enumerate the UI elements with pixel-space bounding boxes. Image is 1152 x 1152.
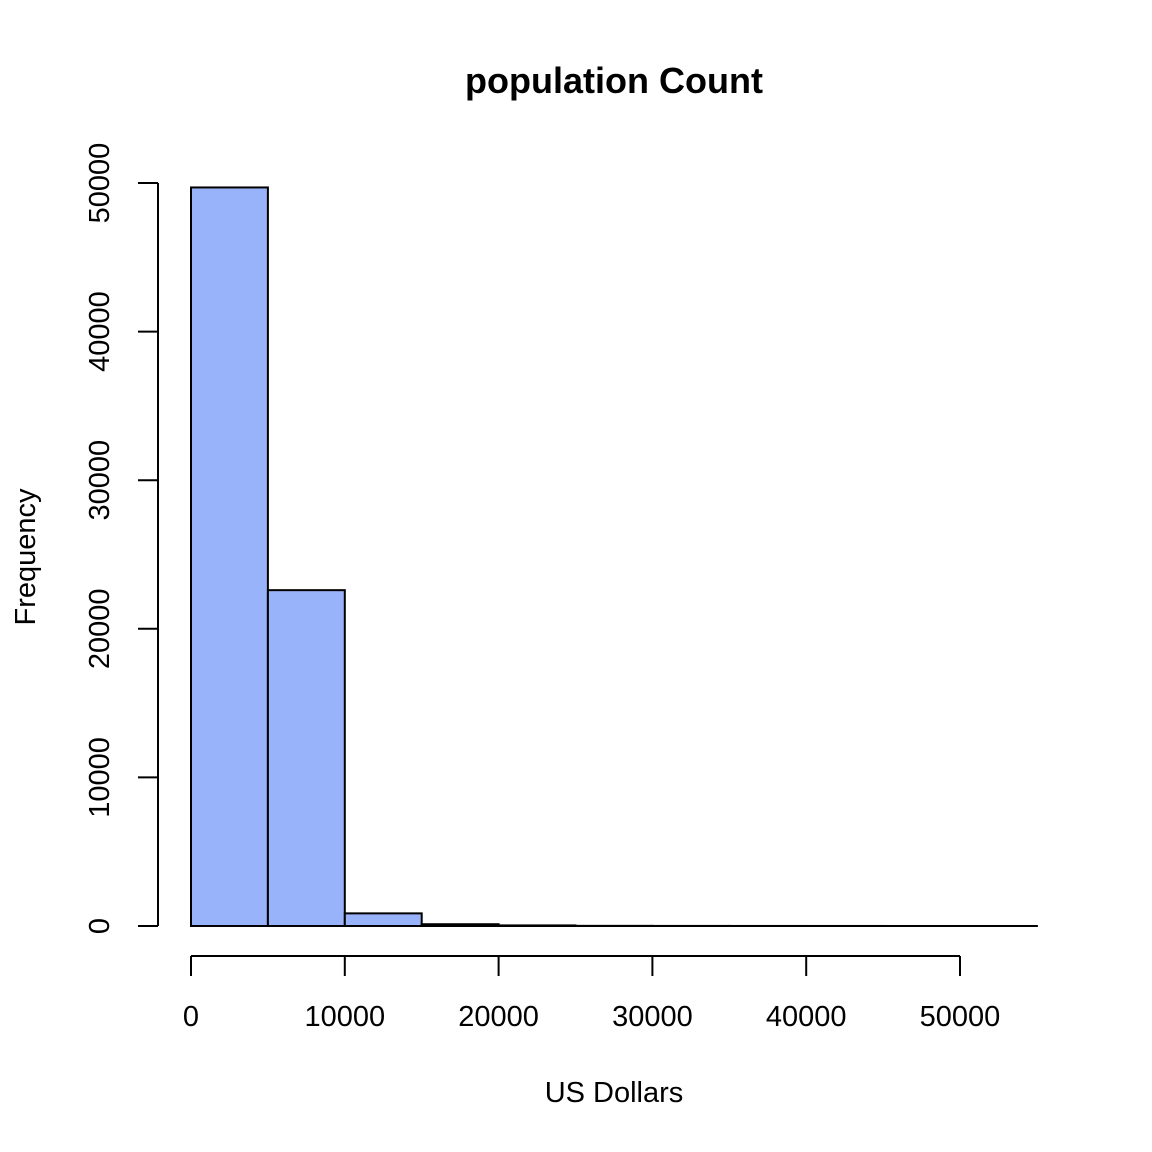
y-axis: 0 10000 20000 30000 40000 50000 xyxy=(84,143,159,934)
y-tick-label-5: 50000 xyxy=(84,143,116,224)
y-tick-label-3: 30000 xyxy=(84,440,116,521)
histogram-bar-1 xyxy=(266,589,346,927)
chart-title: population Count xyxy=(465,60,763,101)
x-axis-label: US Dollars xyxy=(545,1077,684,1109)
y-tick-label-1: 10000 xyxy=(84,737,116,818)
y-tick-label-0: 0 xyxy=(84,918,116,934)
x-tick-label-0: 0 xyxy=(183,1001,199,1033)
x-tick-label-2: 20000 xyxy=(458,1001,539,1033)
histogram-bar-0 xyxy=(190,186,269,927)
x-tick-label-3: 30000 xyxy=(612,1001,693,1033)
x-tick-label-1: 10000 xyxy=(304,1001,385,1033)
y-tick-label-4: 40000 xyxy=(84,291,116,372)
y-axis-label: Frequency xyxy=(10,488,42,626)
x-tick-label-4: 40000 xyxy=(766,1001,847,1033)
y-tick-label-2: 20000 xyxy=(84,588,116,669)
bars-group xyxy=(190,186,1038,928)
x-tick-label-5: 50000 xyxy=(920,1001,1001,1033)
histogram-bar-2 xyxy=(343,912,423,928)
x-axis: 0 10000 20000 30000 40000 50000 xyxy=(183,955,1001,1033)
histogram-bar-3 xyxy=(420,923,500,927)
histogram-bar-4 xyxy=(497,924,577,927)
